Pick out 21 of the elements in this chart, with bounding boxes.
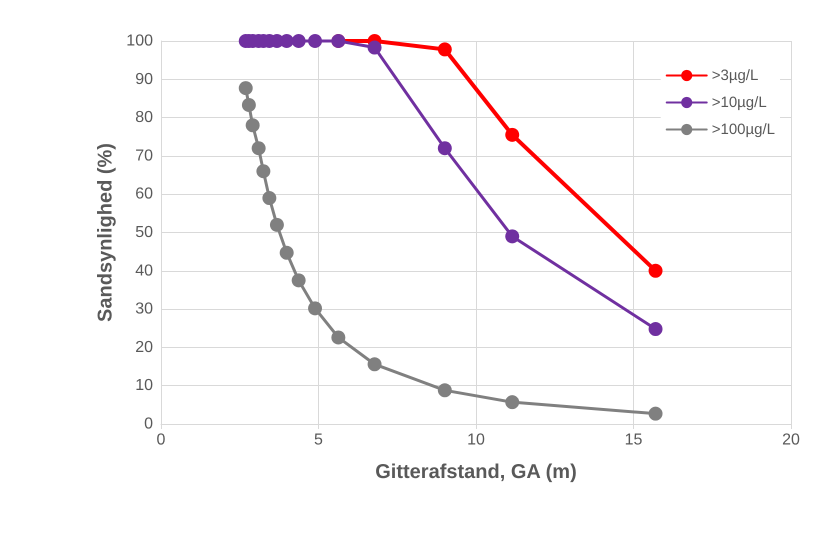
legend-label: >10µg/L [712, 94, 767, 111]
y-tick-label: 80 [135, 109, 154, 126]
y-tick-label: 50 [135, 224, 154, 241]
legend-label: >100µg/L [712, 121, 775, 138]
y-tick-label: 90 [135, 70, 154, 88]
y-tick-label: 10 [135, 377, 154, 394]
x-tick-label: 10 [467, 432, 485, 448]
y-tick-label: 60 [135, 186, 154, 203]
x-tick-label: 0 [156, 432, 166, 448]
y-tick-label: 100 [126, 32, 154, 50]
x-tick-label: 15 [624, 432, 642, 448]
x-tick-label: 5 [314, 432, 324, 448]
y-axis-title: Sandsynlighed (%) [94, 143, 116, 322]
legend-label: >3µg/L [712, 67, 758, 84]
y-tick-label: 70 [135, 147, 154, 164]
y-tick-label: 40 [135, 262, 154, 280]
y-tick-label: 30 [135, 300, 154, 318]
y-tick-label: 20 [135, 338, 154, 356]
y-tick-label: 0 [144, 416, 154, 432]
x-axis-title: Gitterafstand, GA (m) [375, 461, 577, 483]
x-tick-label: 20 [782, 432, 800, 448]
